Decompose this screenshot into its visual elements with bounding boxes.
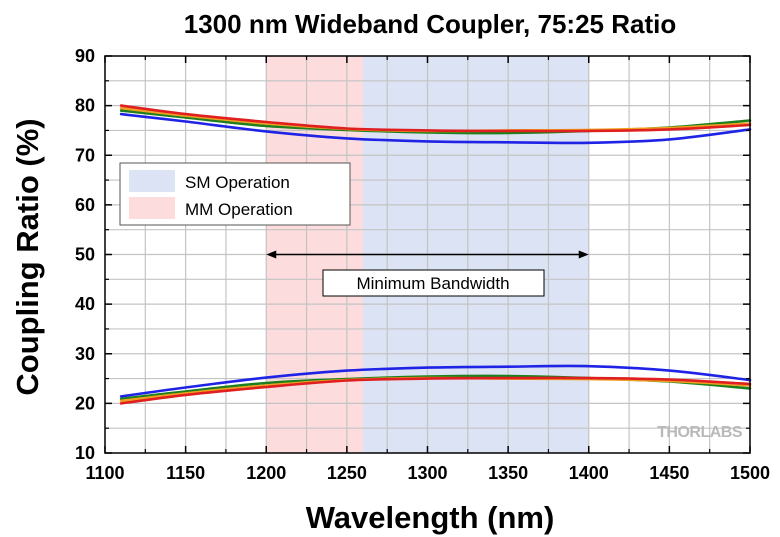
y-tick-label: 90 <box>75 46 95 66</box>
x-axis-label: Wavelength (nm) <box>306 500 555 535</box>
y-tick-labels: 10 20 30 40 50 60 70 80 90 <box>75 46 95 463</box>
chart-title: 1300 nm Wideband Coupler, 75:25 Ratio <box>184 9 676 39</box>
x-tick-label: 1100 <box>85 463 124 483</box>
legend: SM Operation MM Operation <box>119 162 351 226</box>
y-tick-label: 40 <box>75 294 95 314</box>
legend-swatch-mm <box>129 197 175 219</box>
series-lower-blue <box>119 364 752 398</box>
series-lower-red <box>119 376 752 405</box>
y-tick-label: 10 <box>75 443 95 463</box>
x-tick-label: 1450 <box>649 463 689 483</box>
thorlabs-watermark: THORLABS <box>657 424 743 441</box>
minimum-bandwidth-annotation: Minimum Bandwidth <box>266 250 589 297</box>
legend-label-mm: MM Operation <box>185 200 293 219</box>
y-tick-label: 60 <box>75 195 95 215</box>
x-tick-label: 1500 <box>730 463 770 483</box>
legend-swatch-sm <box>129 170 175 192</box>
x-tick-label: 1300 <box>407 463 447 483</box>
x-tick-label: 1350 <box>488 463 528 483</box>
annotation-box <box>322 269 545 297</box>
x-tick-label: 1200 <box>246 463 286 483</box>
annotation-text: Minimum Bandwidth <box>356 274 509 293</box>
y-tick-label: 50 <box>75 245 95 265</box>
y-tick-label: 70 <box>75 145 95 165</box>
bandwidth-arrow <box>266 250 589 259</box>
y-tick-label: 30 <box>75 344 95 364</box>
x-tick-label: 1400 <box>569 463 609 483</box>
y-axis-label: Coupling Ratio (%) <box>10 118 45 395</box>
data-series <box>119 104 752 405</box>
y-tick-label: 80 <box>75 96 95 116</box>
x-tick-label: 1250 <box>327 463 367 483</box>
series-upper-red <box>119 104 752 133</box>
y-tick-label: 20 <box>75 393 95 413</box>
x-tick-label: 1150 <box>166 463 205 483</box>
x-tick-labels: 1100 1150 1200 1250 1300 1350 1400 1450 1500 <box>85 463 770 483</box>
series-upper-blue <box>119 112 752 145</box>
legend-label-sm: SM Operation <box>185 173 290 192</box>
axes <box>104 55 751 454</box>
